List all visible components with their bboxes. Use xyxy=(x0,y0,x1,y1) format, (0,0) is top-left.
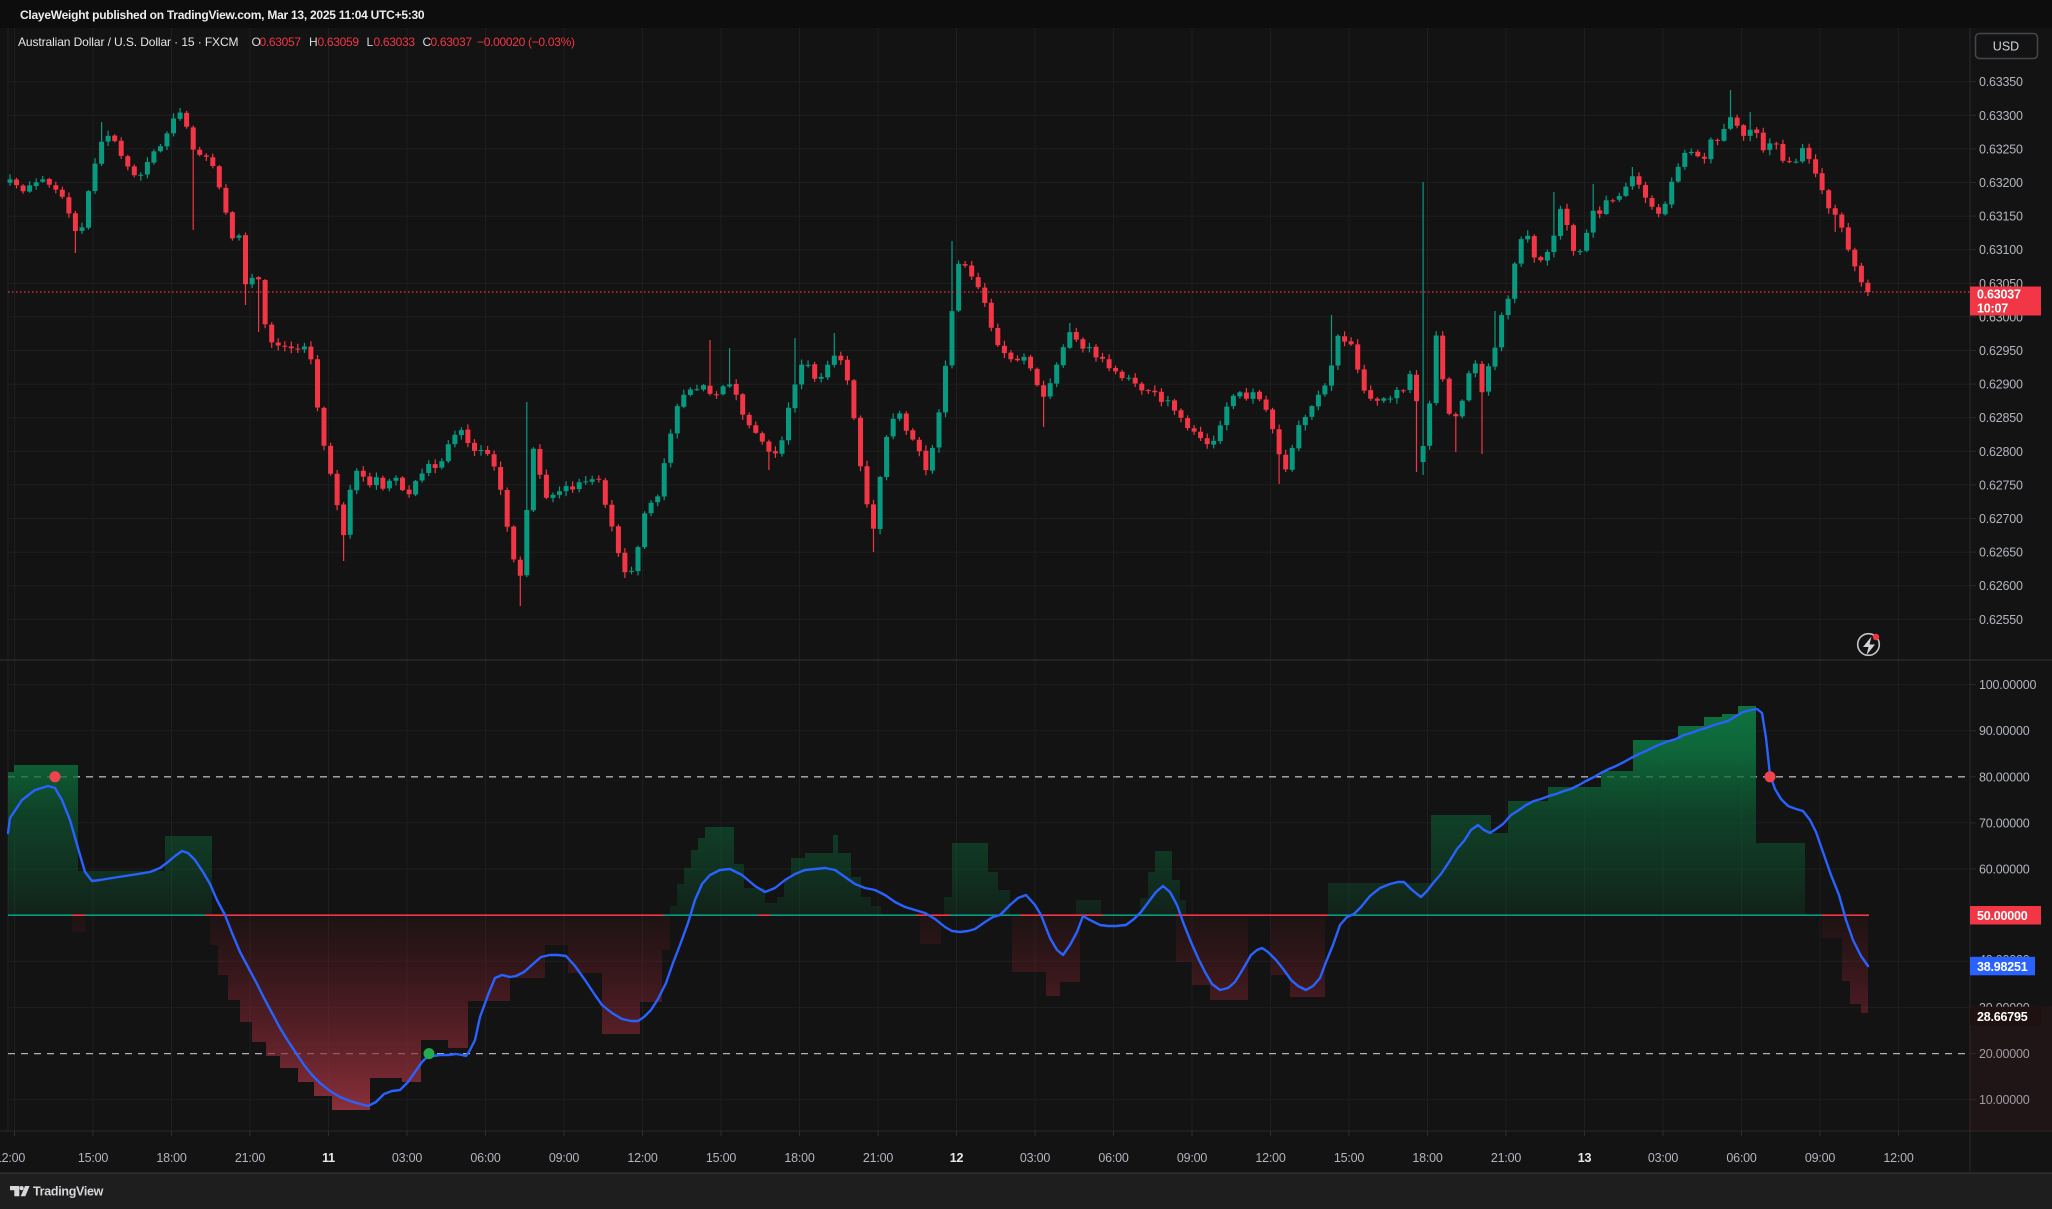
svg-text:0.62950: 0.62950 xyxy=(1979,344,2023,358)
svg-text:18:00: 18:00 xyxy=(784,1151,815,1165)
svg-text:USD: USD xyxy=(1993,40,2019,54)
svg-text:−0.00020 (−0.03%): −0.00020 (−0.03%) xyxy=(477,35,575,49)
svg-text:0.63250: 0.63250 xyxy=(1979,142,2023,156)
svg-text:28.66795: 28.66795 xyxy=(1977,1010,2028,1024)
svg-text:70.00000: 70.00000 xyxy=(1979,816,2030,830)
svg-text:C: C xyxy=(423,35,432,49)
svg-text:100.00000: 100.00000 xyxy=(1979,678,2037,692)
svg-text:18:00: 18:00 xyxy=(1412,1151,1443,1165)
svg-text:Australian Dollar / U.S. Dolla: Australian Dollar / U.S. Dollar · 15 · F… xyxy=(18,35,239,49)
svg-text:60.00000: 60.00000 xyxy=(1979,863,2030,877)
svg-text:0.63037: 0.63037 xyxy=(1977,288,2021,302)
svg-text:90.00000: 90.00000 xyxy=(1979,724,2030,738)
svg-text:10:07: 10:07 xyxy=(1977,302,2008,316)
svg-text:ClayeWeight published on Tradi: ClayeWeight published on TradingView.com… xyxy=(20,8,425,22)
svg-text:0.62750: 0.62750 xyxy=(1979,478,2023,492)
svg-text:0.63350: 0.63350 xyxy=(1979,75,2023,89)
svg-text:09:00: 09:00 xyxy=(1805,1151,1836,1165)
svg-text:0.62600: 0.62600 xyxy=(1979,579,2023,593)
svg-text:0.62850: 0.62850 xyxy=(1979,411,2023,425)
svg-text:H: H xyxy=(309,35,317,49)
svg-text:0.63300: 0.63300 xyxy=(1979,109,2023,123)
svg-text:0.62900: 0.62900 xyxy=(1979,378,2023,392)
svg-text:O: O xyxy=(252,35,261,49)
svg-text:03:00: 03:00 xyxy=(392,1151,423,1165)
svg-text:15:00: 15:00 xyxy=(1334,1151,1365,1165)
svg-text:12:00: 12:00 xyxy=(0,1151,25,1165)
svg-text:18:00: 18:00 xyxy=(156,1151,187,1165)
svg-text:0.63059: 0.63059 xyxy=(318,35,360,49)
svg-text:09:00: 09:00 xyxy=(549,1151,580,1165)
svg-text:0.63037: 0.63037 xyxy=(431,35,473,49)
svg-text:0.62700: 0.62700 xyxy=(1979,512,2023,526)
svg-text:15:00: 15:00 xyxy=(706,1151,737,1165)
svg-text:50.00000: 50.00000 xyxy=(1977,909,2028,923)
svg-text:0.62650: 0.62650 xyxy=(1979,546,2023,560)
svg-text:0.62550: 0.62550 xyxy=(1979,613,2023,627)
svg-text:06:00: 06:00 xyxy=(1098,1151,1129,1165)
svg-text:03:00: 03:00 xyxy=(1020,1151,1051,1165)
svg-text:20.00000: 20.00000 xyxy=(1979,1047,2030,1061)
svg-text:TradingView: TradingView xyxy=(33,1185,104,1199)
svg-text:12: 12 xyxy=(950,1151,964,1165)
svg-text:03:00: 03:00 xyxy=(1648,1151,1679,1165)
svg-text:21:00: 21:00 xyxy=(863,1151,894,1165)
svg-text:09:00: 09:00 xyxy=(1177,1151,1208,1165)
svg-text:0.63033: 0.63033 xyxy=(374,35,416,49)
svg-text:06:00: 06:00 xyxy=(1726,1151,1757,1165)
svg-text:15:00: 15:00 xyxy=(78,1151,109,1165)
svg-text:10.00000: 10.00000 xyxy=(1979,1093,2030,1107)
svg-text:0.63100: 0.63100 xyxy=(1979,243,2023,257)
svg-text:21:00: 21:00 xyxy=(1491,1151,1522,1165)
svg-text:11: 11 xyxy=(322,1151,335,1165)
svg-text:12:00: 12:00 xyxy=(627,1151,658,1165)
svg-text:0.63150: 0.63150 xyxy=(1979,210,2023,224)
svg-text:0.62800: 0.62800 xyxy=(1979,445,2023,459)
svg-text:38.98251: 38.98251 xyxy=(1977,960,2028,974)
svg-text:06:00: 06:00 xyxy=(470,1151,501,1165)
svg-text:0.63057: 0.63057 xyxy=(260,35,302,49)
svg-text:L: L xyxy=(367,35,374,49)
svg-text:12:00: 12:00 xyxy=(1883,1151,1914,1165)
svg-text:0.63200: 0.63200 xyxy=(1979,176,2023,190)
svg-text:13: 13 xyxy=(1578,1151,1592,1165)
svg-text:21:00: 21:00 xyxy=(235,1151,266,1165)
svg-text:80.00000: 80.00000 xyxy=(1979,770,2030,784)
svg-text:12:00: 12:00 xyxy=(1255,1151,1286,1165)
